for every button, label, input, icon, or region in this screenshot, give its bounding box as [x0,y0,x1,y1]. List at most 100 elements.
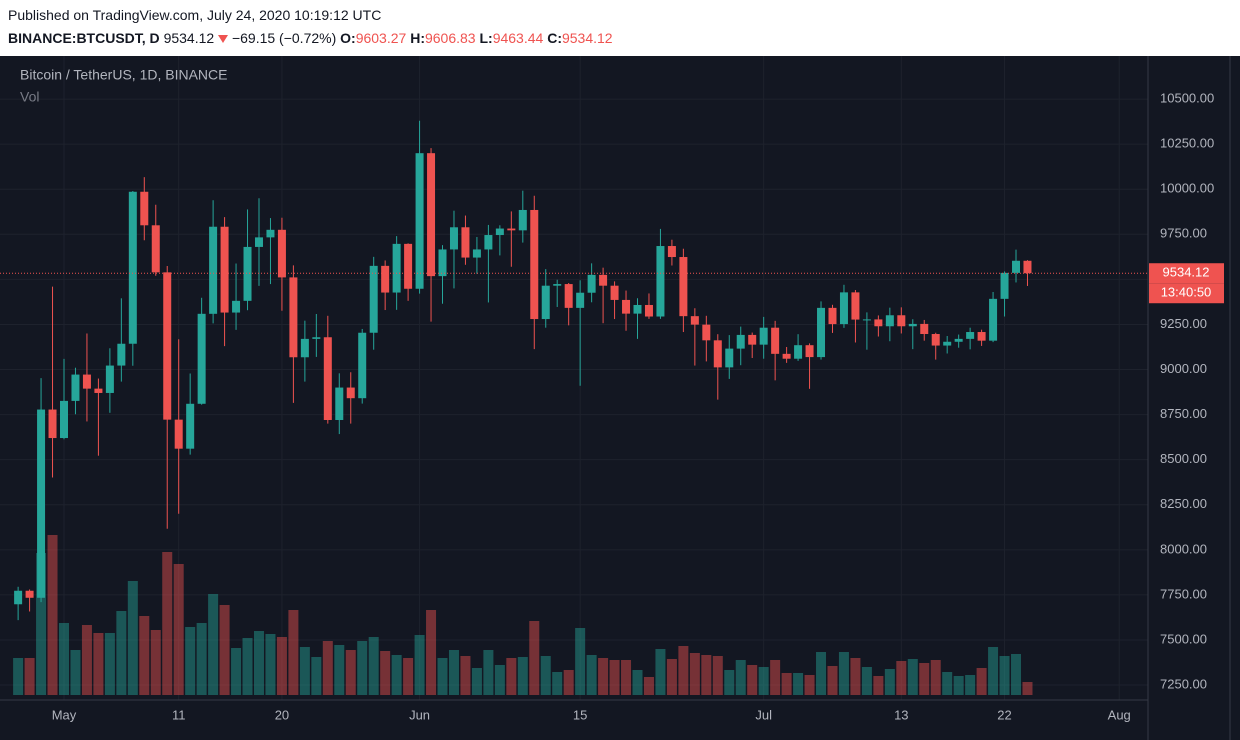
volume-bar [460,656,471,695]
candle-body [725,348,734,368]
x-tick-label: 20 [275,707,289,722]
candle-body [622,299,631,314]
candle-body [369,265,378,333]
volume-bar [104,633,115,695]
candle-body [60,400,68,439]
candle-body [507,228,516,231]
candle-body [530,209,539,320]
volume-bar [471,668,482,695]
candle-body [644,304,653,317]
candle-body [449,227,458,250]
volume-bar [81,625,92,695]
candle-body [817,307,826,358]
volume-bar [299,647,310,695]
countdown-tag [1149,283,1224,304]
candle-body [931,334,940,346]
candle-body [587,274,596,293]
volume-bar [391,655,402,695]
volume-bar [999,656,1010,695]
candle-body [541,285,550,320]
volume-bar [24,658,35,695]
candle-body [679,257,688,317]
volume-bar [265,634,276,695]
volume-bar [139,616,150,695]
volume-bar [873,676,884,695]
volume-bar [47,535,58,695]
candle-body [920,323,929,335]
chart: Bitcoin / TetherUS, 1D, BINANCE Vol 7250… [0,56,1240,740]
countdown-label: 13:40:50 [1161,285,1212,300]
open-label: O: [340,30,356,46]
volume-bar [276,637,287,695]
volume-bar [437,658,448,695]
volume-bar [930,660,941,695]
volume-bar [896,661,907,695]
volume-bar [414,635,425,695]
x-tick-label: Jul [755,707,772,722]
y-tick-label: 8750.00 [1160,406,1207,421]
volume-bar [345,650,356,695]
volume-bar [907,659,918,695]
candle-body [610,285,619,300]
candle-body [564,284,573,308]
volume-bar [666,659,677,695]
candle-body [782,353,791,359]
y-tick-label: 8500.00 [1160,451,1207,466]
candle-body [851,292,860,320]
change: −69.15 (−0.72%) [231,30,337,46]
volume-bar [976,668,987,695]
volume-bar [689,653,700,695]
volume-bar [311,657,322,695]
volume-bar [838,652,849,695]
volume-bar [517,657,528,695]
volume-bar [13,658,24,695]
candle-body [472,249,481,258]
volume-bar [529,621,540,695]
candle-body [82,374,91,389]
candle-body [977,332,986,341]
volume-bar [575,628,586,695]
down-arrow [218,35,229,44]
volume-bar [1022,682,1033,695]
price: 9534.12 [163,30,215,46]
candle-body [232,300,241,313]
volume-bar [322,641,333,695]
candle-body [404,243,413,289]
candle-body [277,229,286,278]
y-tick-label: 10500.00 [1160,91,1214,106]
candle-body [266,229,275,238]
price-tag-label: 9534.12 [1163,265,1210,280]
candle-body [794,345,803,359]
volume-bar [36,553,47,695]
close-label: C: [547,30,562,46]
price-tag [1149,263,1224,284]
header: Published on TradingView.com, July 24, 2… [0,0,1240,56]
volume-bar [563,670,574,695]
volume-bar [758,667,769,695]
volume-bar [242,638,253,695]
y-tick-label: 10250.00 [1160,136,1214,151]
y-tick-label: 9000.00 [1160,361,1207,376]
candle-body [736,334,745,349]
volume-bar [162,552,173,695]
volume-bar [357,641,368,695]
volume-bar [483,650,494,695]
high-label: H: [410,30,425,46]
candle-body [14,590,23,605]
volume-bar [253,631,264,695]
candle-body [174,419,183,449]
candle-body [197,313,206,404]
volume-bar [816,652,827,695]
candle-body [862,319,871,321]
y-tick-label: 8000.00 [1160,541,1207,556]
volume-bar [770,660,781,695]
volume-bar [231,648,242,695]
volume-bar [219,605,230,695]
candle-body [254,237,263,247]
candle-body [748,334,757,345]
volume-bar [598,658,609,695]
candle-body [633,304,642,314]
volume-bar [70,650,81,695]
y-tick-label: 9750.00 [1160,226,1207,241]
candle-body [94,388,103,393]
